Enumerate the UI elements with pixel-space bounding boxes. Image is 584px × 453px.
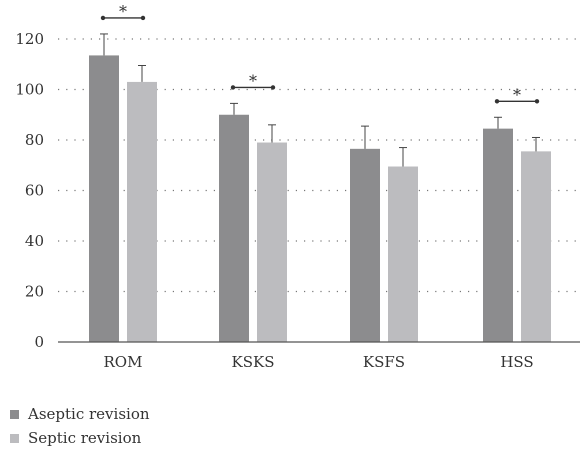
y-tick-label: 60 xyxy=(25,182,44,200)
bar-hss-aseptic xyxy=(483,128,513,342)
bar-rom-aseptic xyxy=(89,55,119,342)
significance-endpoint xyxy=(140,15,146,21)
y-tick-label: 40 xyxy=(25,232,44,250)
category-label: KSFS xyxy=(363,353,405,371)
legend-label-aseptic: Aseptic revision xyxy=(28,405,150,423)
legend-item-septic: Septic revision xyxy=(10,426,150,450)
y-tick-label: 100 xyxy=(15,81,44,99)
significance-asterisk: * xyxy=(249,71,257,90)
bar-rom-septic xyxy=(127,81,157,343)
significance-endpoint xyxy=(270,85,276,90)
y-tick-label: 120 xyxy=(15,30,44,48)
category-labels: ROM KSKS KSFS HSS xyxy=(104,353,534,371)
bar-ksfs-aseptic xyxy=(350,148,380,342)
y-axis-ticks: 0 20 40 60 80 100 120 xyxy=(15,30,44,351)
y-tick-label: 0 xyxy=(34,333,44,351)
error-bars xyxy=(100,33,540,167)
bar-ksfs-septic xyxy=(388,166,418,342)
significance-asterisk: * xyxy=(119,2,127,21)
legend: Aseptic revision Septic revision xyxy=(10,402,150,450)
significance-markers: * * * xyxy=(100,2,540,104)
category-label: ROM xyxy=(104,353,143,371)
significance-endpoint xyxy=(100,15,106,21)
significance-endpoint xyxy=(494,99,500,104)
bar-ksks-aseptic xyxy=(219,114,249,342)
bar-ksks-septic xyxy=(257,142,287,342)
category-label: HSS xyxy=(500,353,533,371)
legend-item-aseptic: Aseptic revision xyxy=(10,402,150,426)
significance-endpoint xyxy=(534,99,540,104)
legend-label-septic: Septic revision xyxy=(28,429,142,447)
significance-endpoint xyxy=(230,85,236,90)
legend-swatch-aseptic xyxy=(10,409,19,419)
category-label: KSKS xyxy=(232,353,275,371)
y-tick-label: 20 xyxy=(25,283,44,301)
legend-swatch-septic xyxy=(10,433,19,443)
bar-hss-septic xyxy=(521,151,551,342)
y-tick-label: 80 xyxy=(25,131,44,149)
bars xyxy=(89,55,551,343)
bar-chart: 0 20 40 60 80 100 120 * * * ROM KSKS KSFS HSS xyxy=(15,2,580,371)
significance-asterisk: * xyxy=(513,85,521,104)
